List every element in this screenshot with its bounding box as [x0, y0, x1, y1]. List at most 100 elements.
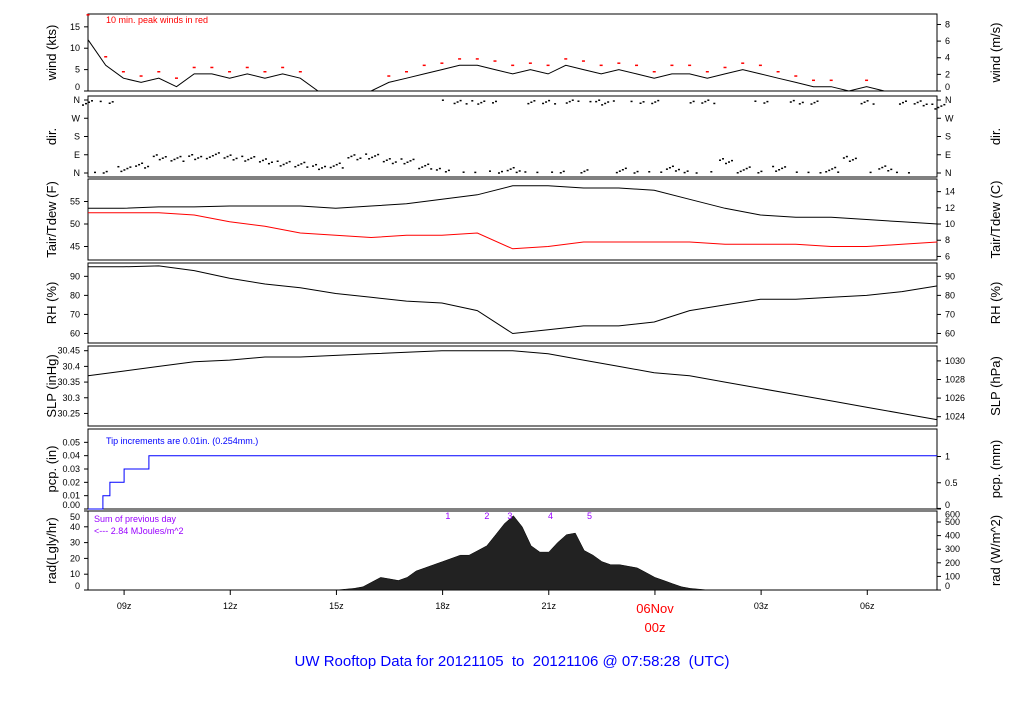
y-tick-label: 15	[70, 22, 80, 32]
y-tick-label-right: 80	[945, 290, 955, 300]
y-tick-label-right: N	[945, 168, 952, 178]
slp-line	[87, 350, 938, 421]
y-tick-label: 80	[70, 290, 80, 300]
panel-frame	[87, 95, 938, 178]
y-axis-label-right: wind (m/s)	[988, 23, 1003, 84]
y-tick-label: 50	[70, 219, 80, 229]
peak-wind-annotation: 10 min. peak winds in red	[106, 15, 208, 25]
date-hour-label: 00z	[645, 620, 666, 635]
rad-marker-label: 1	[445, 511, 450, 521]
y-tick-label: 70	[70, 309, 80, 319]
panel-frame	[87, 345, 938, 427]
y-tick-label-right: 300	[945, 544, 960, 554]
y-tick-label-right: 12	[945, 203, 955, 213]
panel-frame	[87, 13, 938, 92]
y-axis-label-right: pcp. (mm)	[988, 440, 1003, 499]
precip-line	[88, 455, 937, 510]
y-tick-label: 0.03	[62, 464, 80, 474]
y-tick-label-right: 600	[945, 509, 960, 519]
tair-line	[88, 185, 938, 225]
rad-marker-label: 3	[507, 511, 512, 521]
y-axis-label: RH (%)	[44, 282, 59, 325]
rad-annotation-line2: <--- 2.84 MJoules/m^2	[94, 526, 184, 536]
y-tick-label-right: 0.5	[945, 478, 958, 488]
y-axis-label: rad(Lgly/hr)	[44, 517, 59, 583]
y-tick-label-right: 60	[945, 328, 955, 338]
panel-dir: dir. dir.N NE ES SW WN N	[44, 95, 1003, 178]
y-tick-label: 0.05	[62, 437, 80, 447]
y-tick-label-right: 1026	[945, 393, 965, 403]
y-tick-label: 30.4	[62, 361, 80, 371]
rad-marker-label: 2	[484, 511, 489, 521]
y-tick-label: 0	[75, 82, 80, 92]
x-tick-label: 09z	[117, 601, 132, 611]
y-axis-label-right: dir.	[988, 128, 1003, 145]
tdew-line	[88, 212, 938, 250]
y-tick-label: 0.04	[62, 451, 80, 461]
y-tick-label: 20	[70, 553, 80, 563]
y-axis-label: Tair/Tdew (F)	[44, 181, 59, 258]
y-axis-label-right: rad (W/m^2)	[988, 515, 1003, 586]
y-tick-label: 45	[70, 242, 80, 252]
y-tick-label: 10	[70, 43, 80, 53]
y-tick-label: 30.25	[57, 408, 80, 418]
x-tick-label: 06z	[860, 601, 875, 611]
y-tick-label: 0.01	[62, 491, 80, 501]
y-tick-label: 50	[70, 512, 80, 522]
panel-rad: rad(Lgly/hr) rad (W/m^2)01020304050010020…	[44, 507, 1003, 591]
y-tick-label: 10	[70, 569, 80, 579]
y-tick-label: 0	[75, 581, 80, 591]
y-tick-label: 30.45	[57, 346, 80, 356]
y-tick-label: 30	[70, 538, 80, 548]
y-tick-label: 30.35	[57, 377, 80, 387]
panel-frame	[87, 178, 938, 261]
y-tick-label-right: 1030	[945, 356, 965, 366]
x-axis: 09z 12z 15z 18z 21z 03z 06z	[117, 590, 875, 611]
x-tick-label: 18z	[435, 601, 450, 611]
y-tick-label-right: 6	[945, 36, 950, 46]
x-tick-label: 15z	[329, 601, 344, 611]
rad-marker-label: 4	[548, 511, 553, 521]
y-tick-label: 55	[70, 197, 80, 207]
y-tick-label-right: 8	[945, 235, 950, 245]
y-tick-label: E	[74, 150, 80, 160]
panel-rh: RH (%) RH (%) 60 70 80 90 60 70 80 90	[44, 262, 1003, 344]
y-tick-label-right: 8	[945, 19, 950, 29]
y-axis-label: SLP (inHg)	[44, 354, 59, 417]
chart-title: UW Rooftop Data for 20121105 to 20121106…	[295, 653, 730, 670]
panel-tair: Tair/Tdew (F) Tair/Tdew (C) 45 50 55 6 8 10 12 14	[44, 178, 1003, 261]
panel-slp: SLP (inHg) SLP (hPa) 30.25 30.3 30.35 30.4 30.…	[44, 345, 1003, 427]
wind-speed-line	[87, 39, 938, 92]
y-tick-label-right: 6	[945, 251, 950, 261]
y-tick-label: 90	[70, 271, 80, 281]
x-tick-label: 12z	[223, 601, 238, 611]
y-tick-label: 5	[75, 65, 80, 75]
y-tick-label-right: 200	[945, 558, 960, 568]
y-tick-label-right: 14	[945, 187, 955, 197]
y-tick-label-right: W	[945, 113, 954, 123]
panel-wind: wind (kts) wind (m/s) 0 5 10 15 0 2 4 6 8 10 min. p…	[44, 13, 1003, 92]
y-tick-label-right: 10	[945, 219, 955, 229]
y-tick-label-right: 500	[945, 517, 960, 527]
y-tick-label: S	[74, 132, 80, 142]
y-axis-label-right: SLP (hPa)	[988, 356, 1003, 416]
y-tick-label: N	[74, 168, 81, 178]
y-tick-label-right: 1	[945, 452, 950, 462]
y-tick-label: N	[74, 95, 81, 105]
rad-marker-label: 5	[587, 511, 592, 521]
x-tick-label: 21z	[542, 601, 557, 611]
y-tick-label: W	[72, 113, 81, 123]
y-tick-label: 60	[70, 328, 80, 338]
y-tick-label-right: 1024	[945, 412, 965, 422]
y-tick-label-right: 400	[945, 531, 960, 541]
y-tick-label: 0.00	[62, 500, 80, 510]
y-axis-label: wind (kts)	[44, 25, 59, 82]
y-tick-label-right: 0	[945, 500, 950, 510]
y-tick-label-right: 90	[945, 271, 955, 281]
y-axis-label-right: Tair/Tdew (C)	[988, 180, 1003, 258]
y-tick-label-right: S	[945, 132, 951, 142]
y-tick-label: 0.02	[62, 477, 80, 487]
radiation-area	[336, 515, 709, 591]
